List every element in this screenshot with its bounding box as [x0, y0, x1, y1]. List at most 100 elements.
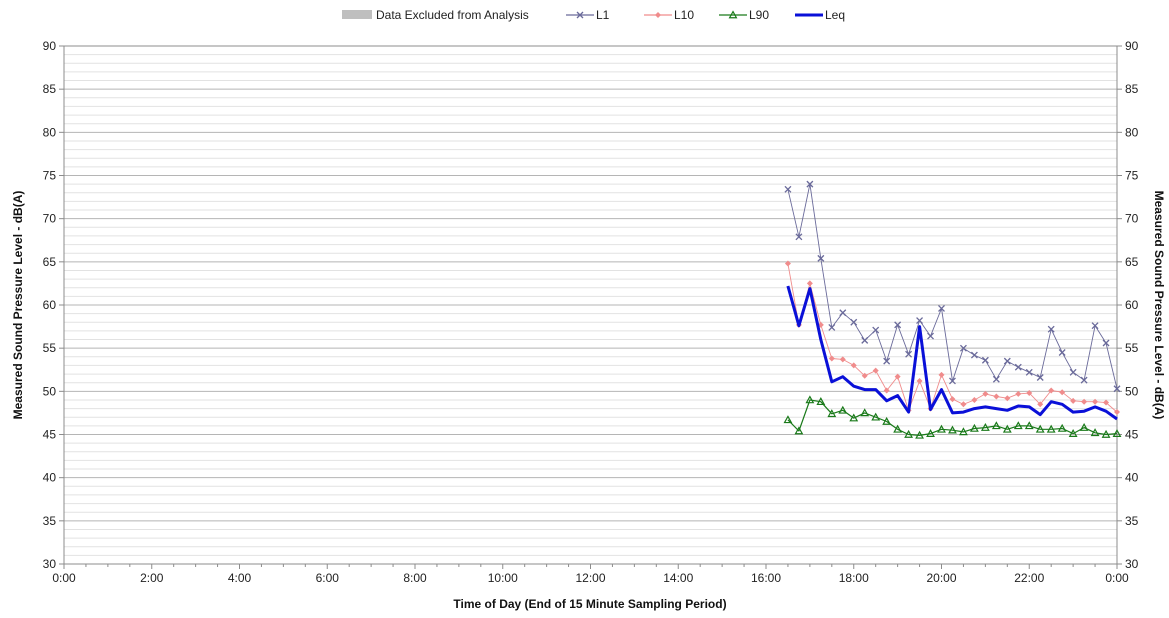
point-l1-stroke — [1080, 376, 1088, 384]
point-l1-stroke — [784, 185, 792, 193]
legend-item-leq: Leq — [795, 8, 845, 22]
point-l90 — [1079, 422, 1089, 431]
legend-label-l10: L10 — [674, 8, 694, 22]
point-l1-stroke — [795, 233, 803, 241]
legend-series: L1 L10 L90 Leq — [566, 8, 845, 22]
point-l90 — [948, 425, 957, 434]
y-tick-label-right: 55 — [1125, 341, 1139, 355]
y-tick-label-right: 35 — [1125, 514, 1139, 528]
point-l90 — [794, 426, 804, 435]
point-l1 — [927, 332, 934, 340]
point-l1-stroke — [828, 323, 836, 331]
y-axis-title-left: Measured Sound Pressure Level - dB(A) — [11, 191, 25, 420]
point-l10 — [839, 356, 846, 363]
point-l1-stroke — [1003, 357, 1011, 365]
point-l1-stroke — [894, 321, 902, 329]
y-tick-label-left: 70 — [43, 212, 57, 226]
series-l1 — [784, 180, 1121, 393]
y-tick-label-right: 45 — [1125, 428, 1139, 442]
point-l90 — [980, 422, 990, 431]
y-tick-label-left: 45 — [43, 428, 57, 442]
y-tick-label-left: 50 — [43, 384, 57, 398]
point-l90 — [904, 429, 914, 438]
point-l1 — [1102, 339, 1110, 347]
point-l1 — [828, 323, 836, 331]
point-l1 — [992, 375, 1000, 383]
point-l1-stroke — [992, 375, 1000, 383]
point-l90 — [1013, 421, 1023, 430]
point-l1 — [806, 180, 814, 188]
x-tick-label: 12:00 — [575, 571, 605, 585]
line-leq — [786, 285, 1118, 421]
series-l10 — [784, 260, 1120, 416]
y-tick-label-right: 70 — [1125, 212, 1139, 226]
legend-label-l1: L1 — [596, 8, 610, 22]
y-axis-title-right: Measured Sound Pressure Level - dB(A) — [1152, 191, 1166, 420]
point-l10 — [971, 396, 978, 403]
line-l1 — [787, 183, 1118, 389]
point-l90 — [783, 415, 793, 424]
y-tick-label-right: 60 — [1125, 298, 1139, 312]
point-l90 — [1035, 424, 1045, 433]
x-tick-label: 2:00 — [140, 571, 164, 585]
point-l10 — [806, 280, 813, 287]
y-tick-label-left: 85 — [43, 82, 57, 96]
point-l1 — [1080, 376, 1088, 384]
point-l90 — [871, 412, 881, 421]
point-l1 — [1014, 363, 1022, 371]
point-l10 — [861, 372, 868, 379]
y-tick-label-right: 85 — [1125, 82, 1139, 96]
legend-label-l90: L90 — [749, 8, 769, 22]
legend-excluded-label: Data Excluded from Analysis — [376, 8, 529, 22]
point-l1 — [970, 351, 978, 359]
y-tick-label-right: 65 — [1125, 255, 1139, 269]
point-l1-stroke — [949, 377, 956, 385]
point-l1 — [959, 344, 967, 352]
line-l90 — [787, 399, 1118, 436]
point-l10 — [1004, 395, 1011, 402]
point-l10 — [1070, 397, 1077, 404]
point-l1-stroke — [1014, 363, 1022, 371]
x-tick-label: 20:00 — [926, 571, 956, 585]
y-tick-label-right: 30 — [1125, 557, 1139, 571]
point-l1 — [784, 185, 792, 193]
point-l1 — [1036, 374, 1044, 381]
point-l10 — [828, 355, 835, 362]
y-tick-label-right: 90 — [1125, 39, 1139, 53]
series-leq — [786, 285, 1118, 421]
point-l10 — [916, 377, 923, 384]
point-l90 — [882, 416, 892, 425]
point-l90 — [849, 413, 859, 422]
point-l1 — [861, 336, 869, 344]
point-l1 — [916, 317, 924, 324]
point-l1 — [576, 11, 584, 19]
point-l1-stroke — [927, 332, 934, 340]
point-l10 — [949, 396, 956, 403]
point-l1 — [949, 377, 956, 385]
point-l10 — [1059, 389, 1066, 396]
point-l1-stroke — [861, 336, 869, 344]
point-l1-stroke — [1058, 349, 1066, 356]
y-tick-label-left: 55 — [43, 341, 57, 355]
point-l10 — [1081, 398, 1088, 405]
x-tick-label: 22:00 — [1014, 571, 1044, 585]
point-l90 — [1112, 429, 1122, 437]
point-l90 — [915, 430, 924, 439]
point-l1-stroke — [576, 11, 584, 19]
y-tick-label-left: 40 — [43, 471, 57, 485]
x-tick-label: 6:00 — [316, 571, 340, 585]
point-l1 — [981, 356, 989, 364]
point-l1-stroke — [817, 254, 825, 262]
point-l10 — [784, 260, 791, 267]
legend-label-leq: Leq — [825, 8, 845, 22]
point-l90 — [1046, 424, 1056, 433]
point-l1 — [1058, 349, 1066, 356]
x-tick-label: 14:00 — [663, 571, 693, 585]
y-tick-label-left: 75 — [43, 169, 57, 183]
point-l1-stroke — [981, 356, 989, 364]
point-l1 — [817, 254, 825, 262]
y-tick-label-left: 60 — [43, 298, 57, 312]
x-tick-label: 4:00 — [228, 571, 252, 585]
point-l90 — [1002, 424, 1012, 433]
